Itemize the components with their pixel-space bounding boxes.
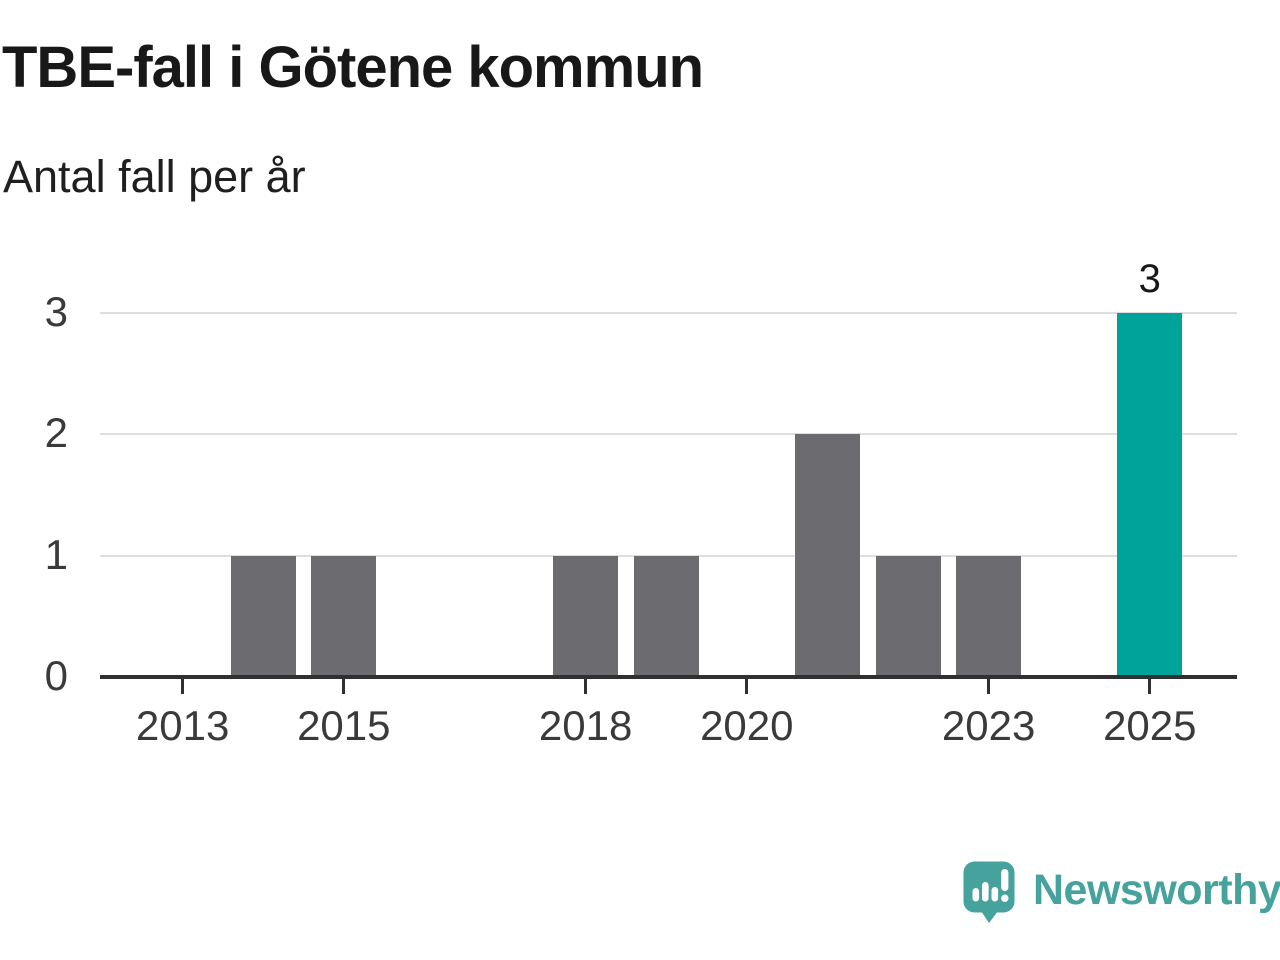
brand-name: Newsworthy — [1033, 866, 1280, 914]
newsworthy-speech-bubble-icon — [963, 861, 1015, 923]
x-axis-tick — [181, 679, 185, 694]
bar — [956, 555, 1022, 677]
bar — [553, 555, 619, 677]
x-axis-tick — [987, 679, 991, 694]
bar-highlighted — [1117, 313, 1183, 677]
gridline-y2 — [100, 433, 1237, 436]
x-axis-label: 2020 — [700, 702, 794, 749]
x-axis-tick — [745, 679, 749, 694]
chart-subtitle: Antal fall per år — [3, 151, 306, 202]
x-axis-line — [100, 675, 1237, 679]
y-axis-label: 1 — [44, 530, 68, 578]
bar — [794, 434, 860, 677]
newsworthy-logo: Newsworthy — [963, 860, 1280, 930]
y-axis-label: 0 — [44, 652, 68, 699]
x-axis-tick — [342, 679, 346, 694]
x-axis-tick — [1148, 679, 1152, 694]
x-axis-label: 2018 — [538, 702, 633, 749]
chart-title: TBE-fall i Götene kommun — [2, 35, 704, 100]
bar — [311, 555, 377, 677]
bar — [230, 555, 296, 677]
bar-value-label: 3 — [1138, 257, 1161, 301]
x-axis-tick — [584, 679, 588, 694]
bar — [633, 555, 699, 677]
x-axis-label: 2015 — [297, 702, 391, 749]
gridline-y3 — [100, 312, 1237, 314]
x-axis-label: 2013 — [135, 702, 230, 749]
x-axis-label: 2025 — [1103, 702, 1197, 749]
y-axis-label: 2 — [44, 409, 68, 457]
bar — [875, 555, 941, 677]
x-axis-label: 2023 — [941, 702, 1036, 749]
y-axis-label: 3 — [44, 288, 68, 335]
